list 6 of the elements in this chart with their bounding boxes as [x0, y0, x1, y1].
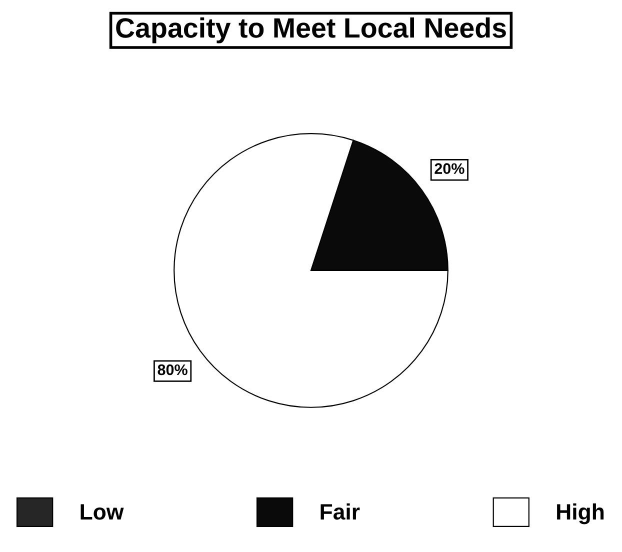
legend-label: High — [557, 503, 604, 524]
legend-label: Low — [80, 504, 124, 520]
data-label: 80% — [158, 364, 188, 376]
data-label: 20% — [434, 163, 464, 174]
legend-label: Fair — [320, 503, 360, 520]
chart-title: Capacity to Meet Local Needs — [116, 17, 506, 44]
